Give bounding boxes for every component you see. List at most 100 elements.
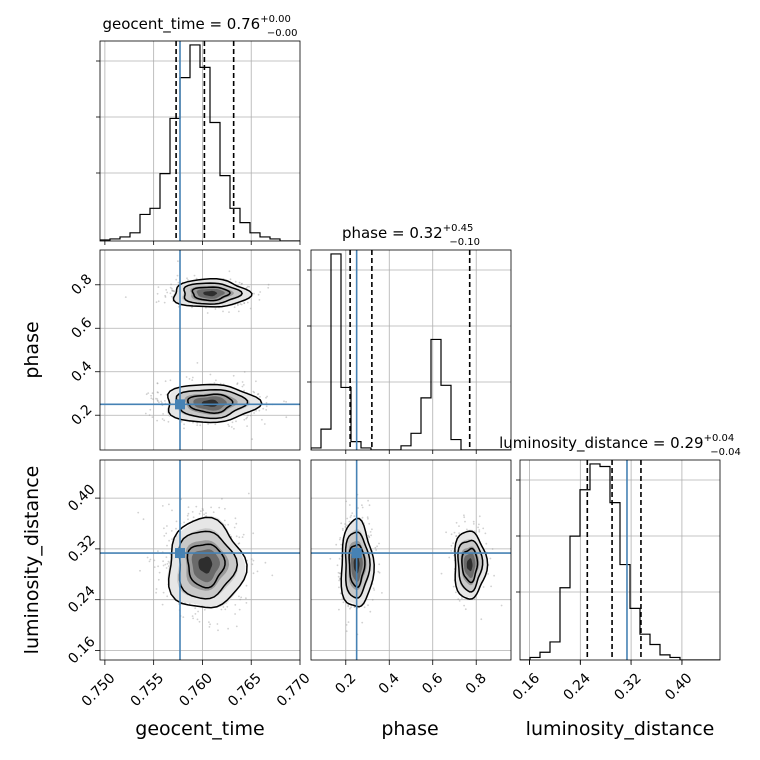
scatter-point <box>177 281 180 284</box>
scatter-point <box>233 427 235 430</box>
scatter-point <box>346 524 348 527</box>
scatter-point <box>162 413 165 415</box>
contour-line <box>186 543 226 589</box>
scatter-point <box>124 296 127 298</box>
scatter-point <box>157 391 159 394</box>
scatter-point <box>241 536 244 538</box>
scatter-point <box>203 513 206 516</box>
scatter-point <box>149 408 152 411</box>
scatter-point <box>242 384 245 386</box>
truth-marker <box>175 399 185 410</box>
scatter-point <box>201 507 204 510</box>
scatter-point <box>353 515 356 517</box>
scatter-point <box>482 586 485 588</box>
scatter-point <box>341 527 344 530</box>
panel-frame <box>99 459 301 661</box>
scatter-point <box>238 608 241 611</box>
scatter-point <box>370 534 372 537</box>
scatter-point <box>440 572 443 575</box>
scatter-point <box>166 563 169 565</box>
scatter-point <box>155 397 157 400</box>
scatter-point <box>153 559 156 562</box>
panel-frame <box>310 459 512 661</box>
scatter-point <box>187 506 190 509</box>
panel-content <box>100 250 300 450</box>
scatter-point <box>163 301 166 304</box>
scatter-point <box>160 400 163 403</box>
scatter-point <box>220 608 223 611</box>
xtick-label: 0.8 <box>463 670 490 697</box>
scatter-point <box>166 291 169 294</box>
scatter-point <box>237 304 239 307</box>
panel-frame <box>310 249 512 451</box>
scatter-point <box>170 530 173 532</box>
title-main: luminosity_distance = 0.29 <box>499 434 703 453</box>
scatter-point <box>243 302 246 305</box>
contour-line <box>340 517 375 608</box>
scatter-point <box>187 279 189 281</box>
scatter-point <box>157 565 160 568</box>
scatter-point <box>478 530 481 533</box>
scatter-point <box>156 382 159 384</box>
scatter-point <box>252 532 255 535</box>
scatter-point <box>493 574 495 577</box>
scatter-point <box>285 416 288 419</box>
scatter-point <box>466 528 468 531</box>
scatter-point <box>455 535 458 537</box>
scatter-point <box>252 572 255 575</box>
scatter-point <box>156 398 159 400</box>
scatter-point <box>197 610 200 613</box>
scatter-point <box>228 425 231 427</box>
title-sup: +0.00 <box>260 14 291 25</box>
ytick-label: 0.6 <box>68 315 95 342</box>
scatter-point <box>245 417 248 420</box>
scatter-point <box>489 557 492 560</box>
scatter-point <box>242 533 245 536</box>
scatter-point <box>243 389 246 392</box>
title-sup: +0.45 <box>443 223 474 234</box>
scatter-point <box>165 567 168 569</box>
scatter-point <box>166 595 169 598</box>
scatter-point <box>357 507 359 509</box>
scatter-point <box>338 577 341 580</box>
contour-line <box>191 286 231 302</box>
scatter-point <box>217 629 219 632</box>
scatter-point <box>161 603 164 606</box>
scatter-point <box>161 418 164 420</box>
scatter-point <box>463 514 465 517</box>
scatter-point <box>156 399 159 402</box>
scatter-point <box>227 523 230 526</box>
scatter-point <box>167 420 170 423</box>
scatter-point <box>172 289 174 292</box>
scatter-point <box>247 414 249 417</box>
scatter-point <box>450 544 453 547</box>
scatter-point <box>164 400 166 402</box>
scatter-point <box>188 378 191 380</box>
scatter-point <box>347 604 350 607</box>
scatter-point <box>234 280 237 283</box>
x-axis-label-geocent_time: geocent_time <box>135 718 264 740</box>
scatter-point <box>376 545 378 548</box>
ytick-label: 0.8 <box>68 271 95 298</box>
scatter-point <box>169 286 172 289</box>
ytick-label: 0.16 <box>65 634 98 667</box>
scatter-point <box>336 564 339 567</box>
panel-title-luminosity_distance: luminosity_distance = 0.29+0.04 −0.04 <box>499 433 741 458</box>
scatter-point <box>458 525 460 527</box>
scatter-point <box>253 412 256 414</box>
scatter-point <box>485 542 488 545</box>
scatter-point <box>347 621 350 623</box>
scatter-panel-phase-vs-geocent_time <box>99 249 301 451</box>
scatter-point <box>457 598 460 600</box>
xtick-label: 0.40 <box>662 670 695 703</box>
scatter-point <box>482 527 485 530</box>
scatter-point <box>233 526 236 529</box>
scatter-point <box>339 536 342 539</box>
xtick-label: 0.765 <box>225 670 265 710</box>
scatter-point <box>215 379 217 382</box>
scatter-point <box>165 289 168 291</box>
scatter-point <box>338 557 341 560</box>
scatter-point <box>161 402 163 404</box>
scatter-point <box>283 400 285 403</box>
scatter-point <box>246 425 249 427</box>
